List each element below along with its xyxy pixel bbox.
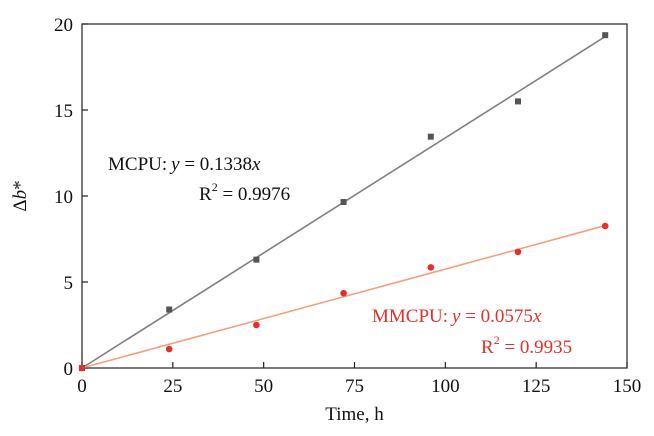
mcpu-r2: R2 = 0.9976	[199, 180, 290, 205]
y-tick-label: 5	[64, 273, 74, 294]
mmcpu-eq-y: y	[450, 306, 461, 327]
mmcpu-r2-value: = 0.9935	[500, 337, 572, 358]
data-point-mcpu	[340, 199, 347, 206]
x-tick-label: 50	[254, 376, 273, 397]
data-point-mcpu	[253, 256, 260, 263]
mcpu-eq-label: MCPU:	[108, 154, 167, 175]
x-axis-title: Time, h	[325, 404, 384, 425]
x-axis-ticks: 0 25 50 75 100 125 150	[77, 362, 641, 397]
data-point-mmcpu	[78, 364, 86, 372]
mcpu-r2-R: R	[199, 184, 212, 205]
data-point-mcpu	[427, 133, 434, 140]
mmcpu-equation: MMCPU: y = 0.0575x	[372, 306, 542, 327]
y-axis-title-star: *	[10, 180, 31, 190]
data-point-mmcpu	[601, 222, 609, 230]
mcpu-r2-sup: 2	[212, 180, 218, 194]
data-point-mcpu	[515, 98, 521, 105]
data-point-mmcpu	[427, 264, 435, 271]
data-point-mmcpu	[253, 321, 260, 329]
mmcpu-r2-sup: 2	[494, 333, 500, 347]
x-tick-label: 100	[431, 376, 460, 397]
data-point-mcpu	[166, 306, 173, 313]
y-axis-title-var: b	[10, 190, 31, 200]
x-tick-label: 75	[345, 376, 364, 397]
data-points	[78, 32, 609, 372]
mcpu-eq-rest: = 0.1338	[180, 154, 252, 175]
mcpu-eq-y: y	[169, 154, 180, 175]
data-point-mmcpu	[514, 248, 522, 256]
mmcpu-r2: R2 = 0.9935	[481, 333, 572, 358]
data-point-mmcpu	[340, 289, 347, 297]
mmcpu-eq-rest: = 0.0575	[460, 306, 532, 327]
x-tick-label: 150	[613, 376, 642, 397]
y-tick-label: 15	[54, 101, 73, 122]
y-axis-ticks: 0 5 10 15 20	[54, 15, 88, 380]
data-point-mcpu	[602, 32, 609, 39]
data-point-mmcpu	[165, 345, 173, 353]
y-tick-label: 0	[64, 359, 74, 380]
y-tick-label: 20	[54, 15, 73, 36]
mmcpu-r2-R: R	[481, 337, 494, 358]
x-tick-label: 0	[77, 376, 87, 397]
x-tick-label: 25	[163, 376, 182, 397]
y-axis-title: Δb*	[10, 180, 31, 211]
mcpu-r2-value: = 0.9976	[218, 184, 290, 205]
mmcpu-eq-label: MMCPU:	[372, 306, 448, 327]
y-tick-label: 10	[54, 187, 73, 208]
mcpu-equation: MCPU: y = 0.1338x	[108, 154, 261, 175]
mcpu-eq-x: x	[251, 154, 261, 175]
x-tick-label: 125	[522, 376, 551, 397]
mmcpu-eq-x: x	[532, 306, 542, 327]
y-axis-title-delta: Δ	[10, 199, 31, 211]
